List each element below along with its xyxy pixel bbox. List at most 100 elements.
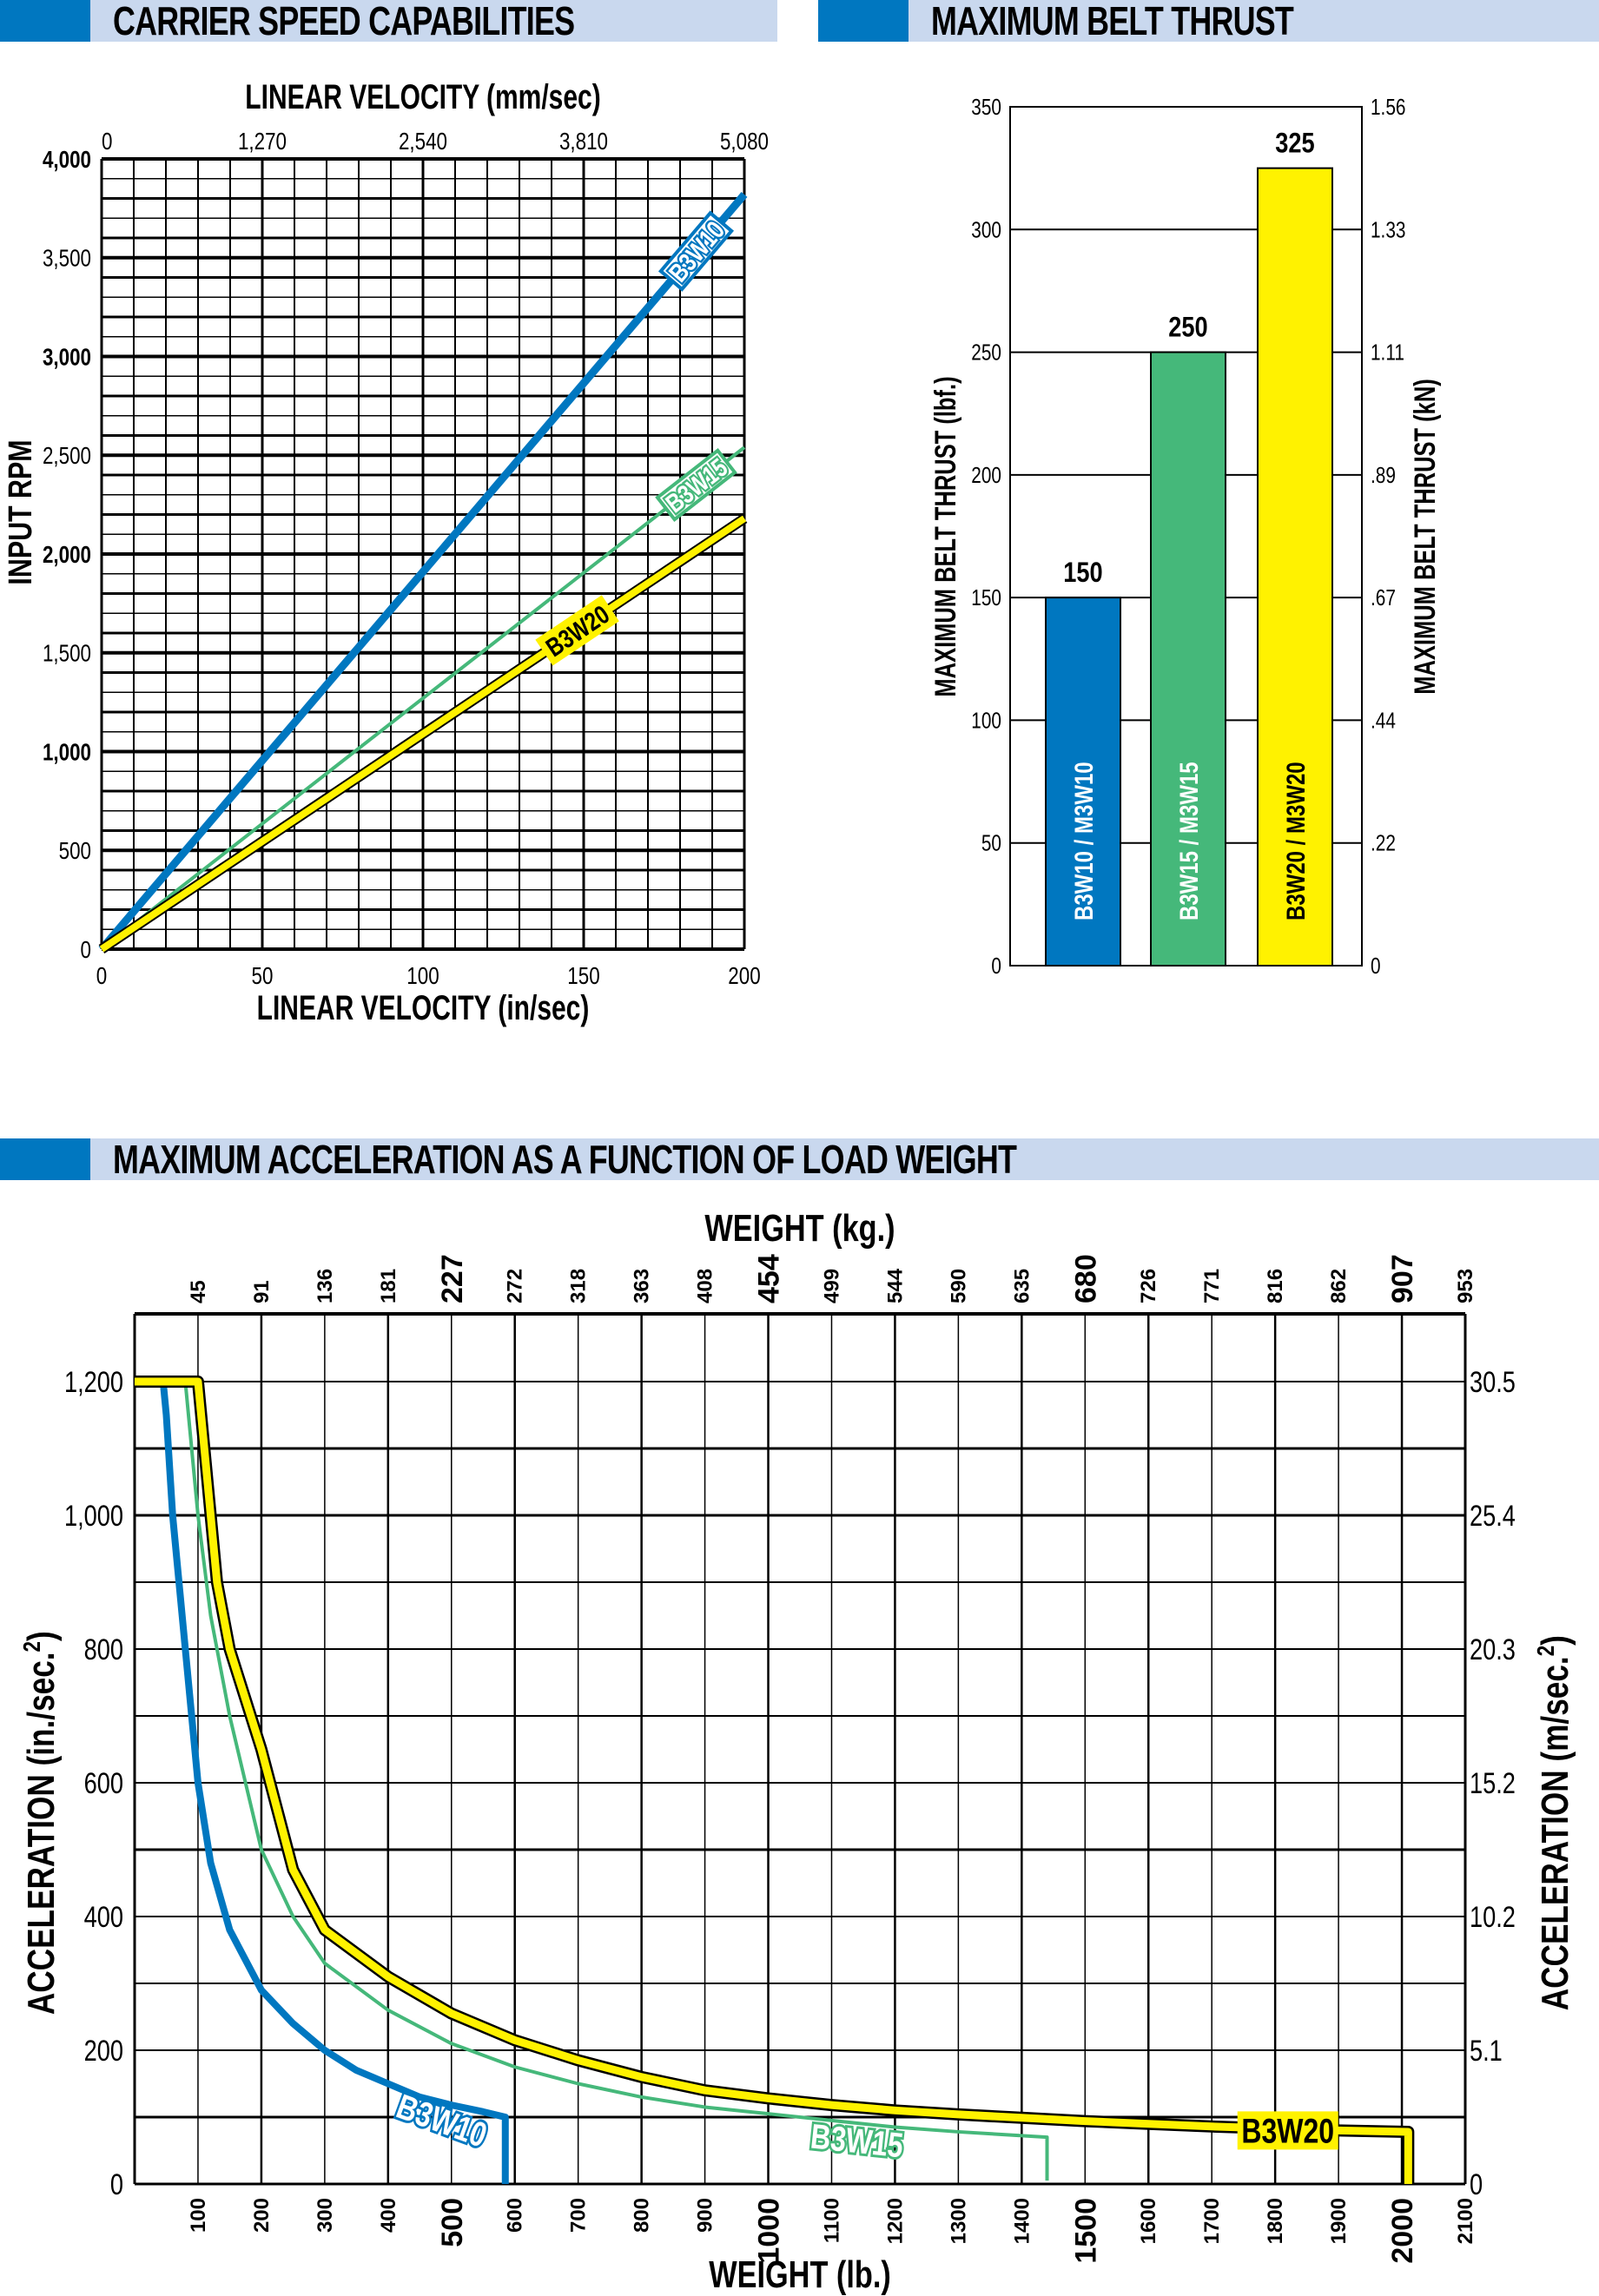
- series-line-b3w10: [98, 192, 748, 952]
- y-tick-label: 350: [971, 95, 1001, 120]
- bar-3: [1257, 167, 1333, 967]
- x2-tick-label: 5,080: [720, 129, 769, 155]
- bar-category-label: B3W15 / M3W15: [1173, 762, 1203, 920]
- header-accent: [0, 0, 90, 42]
- bar-1: [1045, 597, 1121, 967]
- x-tick-label: 1100: [820, 2198, 843, 2243]
- thrust-title: MAXIMUM BELT THRUST: [931, 0, 1294, 43]
- x2-tick-label: 953: [1454, 1269, 1477, 1303]
- y-axis-close: ): [20, 1631, 63, 1641]
- speed-title: CARRIER SPEED CAPABILITIES: [113, 0, 575, 43]
- x-tick-label: 0: [96, 963, 107, 990]
- header-accent: [0, 1138, 90, 1180]
- speed-header: CARRIER SPEED CAPABILITIES: [0, 0, 777, 43]
- bar-category-label: B3W10 / M3W10: [1068, 762, 1098, 920]
- y-tick-label: 300: [971, 217, 1001, 242]
- bar-category-label: B3W20 / M3W20: [1280, 762, 1310, 920]
- series-label-b3w20: B3W20: [1237, 2111, 1338, 2150]
- y2-tick-label: 10.2: [1470, 1900, 1516, 1934]
- series-line-b3w15: [135, 1380, 1049, 2181]
- y-tick-label: 2,000: [43, 542, 91, 569]
- y2-tick-label: 1.11: [1371, 340, 1404, 365]
- x2-tick-label: 0: [102, 129, 112, 155]
- x2-tick-label: 907: [1386, 1254, 1419, 1303]
- y2-axis-close: ): [1534, 1635, 1576, 1646]
- x2-tick-label: 590: [947, 1269, 970, 1303]
- series-line-b3w20: [135, 1377, 1412, 2184]
- y2-tick-label: .89: [1371, 463, 1396, 488]
- series-label-b3w15: B3W15: [655, 447, 737, 522]
- x2-tick-label: 499: [820, 1269, 843, 1303]
- y-tick-label: 200: [84, 2034, 123, 2068]
- x-tick-label: 150: [567, 963, 599, 990]
- y-axis-superscript: 2: [19, 1641, 46, 1652]
- x-tick-label: 1600: [1137, 2198, 1160, 2244]
- y-tick-label: 800: [84, 1633, 123, 1666]
- y-tick-label: 1,000: [43, 739, 91, 766]
- y2-tick-label: 25.4: [1470, 1499, 1516, 1533]
- x2-axis-title: LINEAR VELOCITY (mm/sec): [245, 78, 600, 116]
- accel-title: MAXIMUM ACCELERATION AS A FUNCTION OF LO…: [113, 1137, 1017, 1182]
- y-tick-label: 250: [971, 340, 1001, 365]
- x-tick-label: 1200: [883, 2198, 907, 2244]
- y-axis-title: ACCELERATION (in./sec.2): [19, 1631, 63, 2015]
- series-label-text: B3W10: [392, 2087, 492, 2155]
- y2-tick-label: 1.56: [1371, 95, 1405, 120]
- x2-tick-label: 181: [377, 1269, 400, 1303]
- x2-tick-label: 2,540: [399, 129, 447, 155]
- y-tick-label: 1,200: [64, 1365, 123, 1399]
- y-tick-label: 3,000: [43, 344, 91, 371]
- x2-tick-label: 136: [314, 1269, 337, 1303]
- x2-tick-label: 635: [1010, 1269, 1034, 1303]
- x-tick-label: 1500: [1069, 2198, 1102, 2264]
- x2-tick-label: 91: [250, 1280, 274, 1303]
- series-line-b3w10: [135, 1378, 509, 2184]
- bar-value-label: 325: [1275, 129, 1314, 160]
- y-tick-label: 500: [59, 838, 91, 865]
- series-line-b3w20: [99, 515, 747, 953]
- x-tick-label: 100: [406, 963, 439, 990]
- y-tick-label: 2,500: [43, 443, 91, 470]
- x-axis-title: WEIGHT (lb.): [709, 2253, 891, 2296]
- series-line-b3w15: [100, 445, 746, 951]
- x-tick-label: 50: [252, 963, 274, 990]
- grid: [133, 1312, 1467, 2186]
- series-label-b3w10: B3W10: [389, 2084, 494, 2157]
- series-label-box: [655, 447, 737, 522]
- series-label-b3w15: B3W15: [807, 2114, 908, 2167]
- thrust-header: MAXIMUM BELT THRUST: [818, 0, 1599, 43]
- x-tick-label: 1400: [1010, 2198, 1034, 2244]
- speed-chart: 0 50 100 150 200 0 1,270 2,540 3,810 5,080 0 500 1,0…: [3, 78, 769, 1027]
- y2-tick-label: .44: [1371, 708, 1396, 733]
- series-label-box: [535, 595, 619, 666]
- y-tick-label: 600: [84, 1766, 123, 1800]
- y-tick-label: 4,000: [43, 147, 91, 174]
- y2-tick-label: 0: [1371, 953, 1381, 979]
- bar-value-label: 150: [1063, 558, 1102, 589]
- y-axis-title: INPUT RPM: [3, 439, 39, 584]
- x2-tick-label: 1,270: [238, 129, 287, 155]
- grid: [100, 157, 746, 951]
- y2-tick-label: 1.33: [1371, 217, 1405, 242]
- y2-tick-label: .22: [1371, 831, 1396, 856]
- series-label-box: [657, 210, 735, 292]
- y-tick-label: 1,500: [43, 640, 91, 667]
- x2-tick-label: 816: [1264, 1269, 1287, 1303]
- x-axis-title: LINEAR VELOCITY (in/sec): [257, 989, 590, 1027]
- y2-axis-title: MAXIMUM BELT THRUST (kN): [1410, 379, 1442, 695]
- x-tick-label: 1800: [1264, 2198, 1287, 2244]
- thrust-chart: 0 0 50 .22 100 .44 150 .67 200 .89 250 1.11 300 1.33 3…: [930, 95, 1442, 979]
- accel-header: MAXIMUM ACCELERATION AS A FUNCTION OF LO…: [0, 1137, 1599, 1182]
- y-tick-label: 50: [981, 831, 1001, 856]
- x2-tick-label: 272: [504, 1269, 527, 1303]
- y-tick-label: 0: [81, 937, 91, 964]
- x-tick-label: 1700: [1200, 2198, 1224, 2244]
- x2-tick-label: 771: [1200, 1269, 1224, 1303]
- bar-2: [1150, 351, 1226, 967]
- x2-tick-label: 227: [436, 1254, 469, 1303]
- y-tick-label: 100: [971, 708, 1001, 733]
- x2-tick-label: 408: [694, 1269, 717, 1303]
- x-tick-label: 500: [436, 2198, 469, 2247]
- x2-tick-label: 544: [883, 1268, 907, 1303]
- y-tick-label: 0: [991, 953, 1001, 979]
